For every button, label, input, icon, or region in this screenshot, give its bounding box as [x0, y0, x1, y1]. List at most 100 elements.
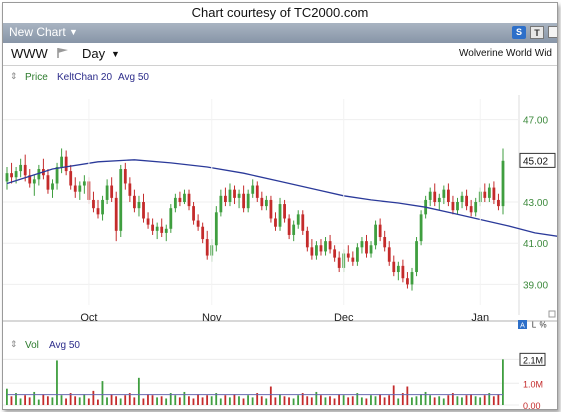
candle-body [319, 245, 323, 252]
volume-drag-icon[interactable]: ⇕ [10, 339, 18, 349]
volume-bar [297, 395, 300, 405]
candle-body [196, 220, 200, 227]
volume-bar [15, 393, 17, 405]
candle-body [228, 189, 232, 202]
candle-body [37, 169, 41, 180]
volume-bar [74, 396, 77, 405]
candle-body [101, 199, 104, 215]
volume-bar [288, 397, 290, 405]
collapse-icon[interactable] [548, 310, 556, 318]
candle-body [187, 193, 191, 207]
candle-body [355, 247, 359, 262]
volume-bar [210, 396, 213, 405]
candle-body [310, 247, 314, 256]
volume-bar [479, 397, 482, 405]
volume-bar [28, 397, 31, 405]
candle-body [205, 239, 209, 256]
candle-body [333, 249, 337, 258]
volume-tick-label: 0.00 [523, 401, 541, 409]
candle-body [383, 237, 387, 248]
volume-bar [128, 393, 131, 405]
candle-body [301, 214, 305, 231]
window-icon[interactable] [548, 26, 557, 38]
candle-body [378, 224, 382, 238]
candle-body [219, 195, 223, 213]
volume-bar [87, 398, 90, 405]
axis-l-label[interactable]: L [532, 321, 537, 330]
volume-bar [470, 394, 472, 405]
volume-bar [383, 397, 386, 405]
candle-body [365, 241, 368, 254]
candle-body [287, 218, 291, 235]
candle-body [296, 214, 300, 225]
candle-body [19, 164, 23, 172]
candle-body [369, 245, 373, 254]
axis-a-button[interactable] [518, 320, 527, 329]
chart-name-dropdown-icon[interactable]: ▼ [69, 27, 78, 37]
chart-name-menu[interactable]: New Chart [9, 25, 66, 39]
volume-bar [392, 385, 395, 405]
period-select[interactable]: Day [82, 46, 106, 61]
candle-body [437, 197, 441, 202]
candle-body [32, 179, 36, 184]
candle-body [396, 265, 400, 273]
candle-body [51, 183, 54, 190]
volume-bar [101, 381, 104, 405]
period-dropdown-icon[interactable]: ▼ [111, 49, 120, 59]
axis-a-label: A [520, 323, 525, 330]
volume-bar [279, 394, 281, 405]
volume-bar [224, 395, 227, 405]
candle-body [474, 202, 478, 213]
volume-bar [215, 393, 218, 405]
volume-bar [201, 397, 204, 405]
candle-body [96, 208, 100, 215]
volume-bar [374, 396, 377, 405]
volume-bar [502, 359, 504, 405]
volume-bar [265, 398, 268, 405]
volume-bar [97, 399, 99, 405]
candle-body [60, 156, 64, 167]
volume-bar [19, 398, 22, 405]
volume-bar [256, 393, 259, 405]
candle-body [487, 187, 491, 198]
candle-body [133, 195, 136, 209]
candle-body [501, 160, 505, 207]
candle-body [451, 202, 455, 211]
candle-body [146, 218, 150, 225]
share-icon[interactable]: S [512, 26, 526, 39]
flag-icon[interactable] [56, 47, 70, 59]
axis-buttons: A L % [518, 310, 556, 330]
price-tick-label: 41.00 [523, 239, 548, 250]
candle-body [119, 169, 123, 231]
volume-bar [342, 395, 345, 405]
candle-body [401, 265, 405, 279]
candle-body [374, 224, 377, 246]
volume-bar [351, 396, 354, 405]
volume-bar [274, 397, 277, 405]
volume-bar [324, 397, 327, 405]
candle-body [442, 189, 446, 198]
legend-avg50: Avg 50 [118, 72, 149, 83]
volume-bar [329, 396, 331, 405]
volume-bar [69, 393, 72, 405]
candle-body [465, 195, 468, 207]
candle-body [10, 173, 13, 178]
legend-keltchan: KeltChan 20 [57, 72, 112, 83]
volume-bar [451, 393, 454, 405]
candle-body [446, 189, 450, 202]
date-tick-label: Dec [334, 312, 354, 324]
volume-bar [465, 395, 468, 405]
candle-body [497, 199, 500, 207]
price-tick-label: 43.00 [523, 198, 548, 209]
symbol-input[interactable]: WWW [11, 46, 48, 61]
text-tool-icon[interactable]: T [530, 26, 544, 39]
volume-tick-label: 2.1M [523, 355, 543, 365]
pane-drag-icon[interactable]: ⇕ [10, 71, 18, 81]
axis-percent-label[interactable]: % [539, 321, 546, 330]
volume-bar [46, 396, 49, 405]
volume-bar [10, 396, 13, 405]
candle-body [28, 175, 32, 184]
candle-body [305, 230, 309, 248]
candle-body [269, 199, 273, 219]
legend-price: Price [25, 72, 48, 83]
